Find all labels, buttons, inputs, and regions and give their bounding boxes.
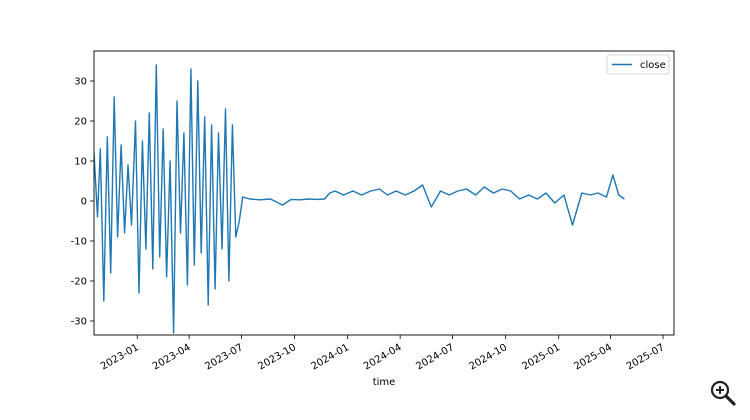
- y-tick-label: 10: [74, 157, 87, 168]
- y-tick-label: -20: [71, 277, 87, 288]
- series-lines: [94, 64, 625, 334]
- zoom-icon[interactable]: [708, 378, 738, 408]
- x-tick-label: 2024-01: [309, 342, 351, 372]
- legend-label-close: close: [640, 60, 666, 71]
- x-axis-label: time: [373, 377, 396, 388]
- x-tick-label: 2023-07: [203, 342, 245, 372]
- y-tick-label: -30: [71, 317, 87, 328]
- y-tick-label: 0: [81, 197, 87, 208]
- y-tick-label: 20: [74, 117, 87, 128]
- x-tick-label: 2025-07: [625, 342, 667, 372]
- x-tick-label: 2024-04: [362, 342, 404, 372]
- x-tick-label: 2025-01: [520, 342, 562, 372]
- series-line-close: [94, 64, 625, 334]
- x-tick-label: 2023-10: [256, 342, 298, 372]
- x-tick-label: 2025-04: [572, 342, 614, 372]
- plot-frame: [93, 50, 675, 336]
- y-tick-label: -10: [71, 237, 87, 248]
- y-tick-label: 30: [74, 77, 87, 88]
- y-axis: 30 20 10 0 -10 -20 -30: [71, 77, 94, 328]
- x-tick-label: 2024-10: [467, 342, 509, 372]
- x-tick-label: 2023-04: [151, 342, 193, 372]
- legend: close: [606, 54, 670, 75]
- x-axis: 2023-01 2023-04 2023-07 2023-10 2024-01 2024-…: [99, 335, 667, 372]
- x-tick-label: 2023-01: [99, 342, 141, 372]
- x-tick-label: 2024-07: [414, 342, 456, 372]
